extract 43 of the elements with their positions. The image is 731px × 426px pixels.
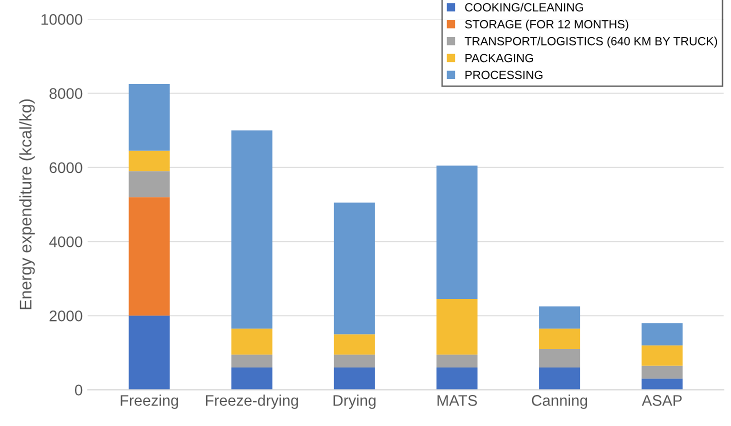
bar — [128, 316, 170, 390]
y-axis-title: Energy expenditure (kcal/kg) — [19, 99, 35, 310]
x-tick-label: Drying — [334, 394, 376, 409]
bar — [128, 150, 170, 172]
y-tick-label: 0 — [74, 384, 82, 396]
bar — [231, 130, 272, 329]
legend-label: PROCESSING — [466, 70, 542, 80]
bar — [642, 378, 683, 390]
x-tick-label: Freeze-drying — [206, 394, 298, 409]
bar — [231, 354, 272, 368]
y-tick-label: 8000 — [50, 88, 82, 99]
x-tick-label: ASAP — [642, 395, 682, 406]
bar — [128, 171, 170, 198]
bar — [334, 334, 375, 355]
legend-label: PACKAGING — [466, 54, 533, 62]
y-tick-label: 6000 — [50, 162, 82, 174]
legend-label: COOKING/CLEANING — [465, 2, 584, 12]
x-tick-label: MATS — [438, 395, 477, 406]
bar — [642, 323, 683, 346]
legend-label: TRANSPORT/LOGISTICS (640 KM BY TRUCK) — [464, 36, 718, 48]
y-tick-label: 2000 — [50, 310, 82, 322]
bar — [642, 366, 683, 379]
bar — [436, 368, 478, 390]
x-tick-label: Freezing — [120, 394, 178, 409]
bar — [334, 354, 375, 368]
bar — [539, 306, 580, 329]
bar — [642, 345, 683, 366]
bar — [231, 328, 272, 355]
y-tick-label: 4000 — [49, 236, 82, 248]
y-tick-label: 10000 — [42, 14, 82, 25]
bar — [539, 368, 580, 390]
bar — [436, 354, 478, 368]
bar — [231, 368, 272, 390]
x-tick-label: Canning — [532, 394, 588, 409]
bar — [128, 197, 170, 316]
legend-label: STORAGE (FOR 12 MONTHS) — [465, 20, 628, 31]
bar — [539, 328, 580, 350]
bar — [436, 298, 478, 355]
bar — [539, 349, 580, 368]
bar — [334, 202, 375, 334]
bar — [436, 166, 478, 299]
bar — [334, 368, 375, 390]
bar — [128, 84, 170, 151]
